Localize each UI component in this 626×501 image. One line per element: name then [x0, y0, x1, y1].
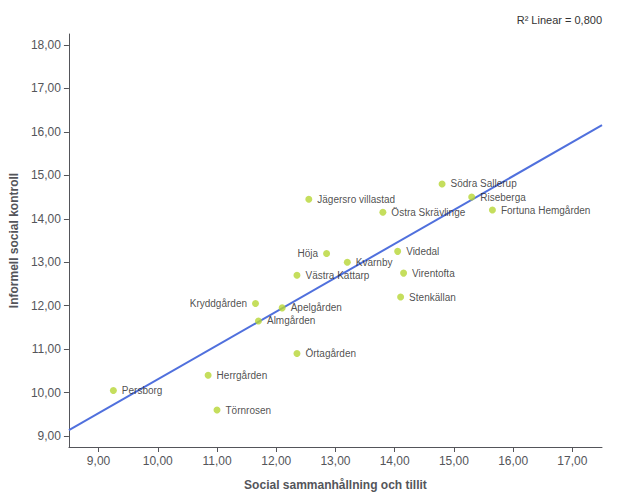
- svg-text:Riseberga: Riseberga: [480, 192, 526, 203]
- svg-text:Videdal: Videdal: [406, 246, 439, 257]
- svg-text:Virentofta: Virentofta: [412, 268, 455, 279]
- svg-text:Höja: Höja: [298, 248, 319, 259]
- svg-text:17,00: 17,00: [557, 454, 587, 468]
- svg-text:11,00: 11,00: [32, 342, 61, 356]
- svg-text:14,00: 14,00: [31, 212, 61, 226]
- svg-text:11,00: 11,00: [202, 454, 231, 468]
- svg-text:12,00: 12,00: [261, 454, 291, 468]
- svg-text:10,00: 10,00: [143, 454, 173, 468]
- svg-text:Social sammanhållning och till: Social sammanhållning och tillit: [244, 478, 427, 492]
- svg-text:13,00: 13,00: [320, 454, 350, 468]
- svg-text:Jägersro villastad: Jägersro villastad: [317, 194, 395, 205]
- svg-text:Apelgården: Apelgården: [291, 302, 342, 313]
- svg-text:Örtagården: Örtagården: [305, 348, 356, 359]
- svg-text:Informell social kontroll: Informell social kontroll: [7, 173, 21, 308]
- svg-text:12,00: 12,00: [31, 299, 61, 313]
- svg-text:R² Linear = 0,800: R² Linear = 0,800: [517, 14, 602, 26]
- svg-text:Kvarnby: Kvarnby: [356, 257, 393, 268]
- svg-text:Södra Sallerup: Södra Sallerup: [451, 178, 518, 189]
- svg-text:14,00: 14,00: [380, 454, 410, 468]
- svg-text:Stenkällan: Stenkällan: [409, 292, 456, 303]
- svg-text:15,00: 15,00: [31, 168, 61, 182]
- svg-text:15,00: 15,00: [439, 454, 469, 468]
- svg-text:Törnrosen: Törnrosen: [226, 405, 272, 416]
- svg-text:Östra Skrävlinge: Östra Skrävlinge: [391, 207, 465, 218]
- svg-text:9,00: 9,00: [87, 454, 111, 468]
- svg-text:17,00: 17,00: [31, 81, 61, 95]
- svg-text:9,00: 9,00: [38, 429, 62, 443]
- svg-text:10,00: 10,00: [31, 386, 61, 400]
- svg-text:Kryddgården: Kryddgården: [190, 298, 247, 309]
- svg-text:Fortuna Hemgården: Fortuna Hemgården: [501, 205, 591, 216]
- svg-text:16,00: 16,00: [31, 125, 61, 139]
- svg-text:Herrgården: Herrgården: [217, 370, 268, 381]
- svg-text:Persborg: Persborg: [122, 385, 163, 396]
- svg-text:13,00: 13,00: [31, 255, 61, 269]
- svg-text:16,00: 16,00: [498, 454, 528, 468]
- svg-text:18,00: 18,00: [31, 38, 61, 52]
- svg-text:Västra Kattarp: Västra Kattarp: [305, 270, 369, 281]
- svg-text:Almgården: Almgården: [267, 315, 315, 326]
